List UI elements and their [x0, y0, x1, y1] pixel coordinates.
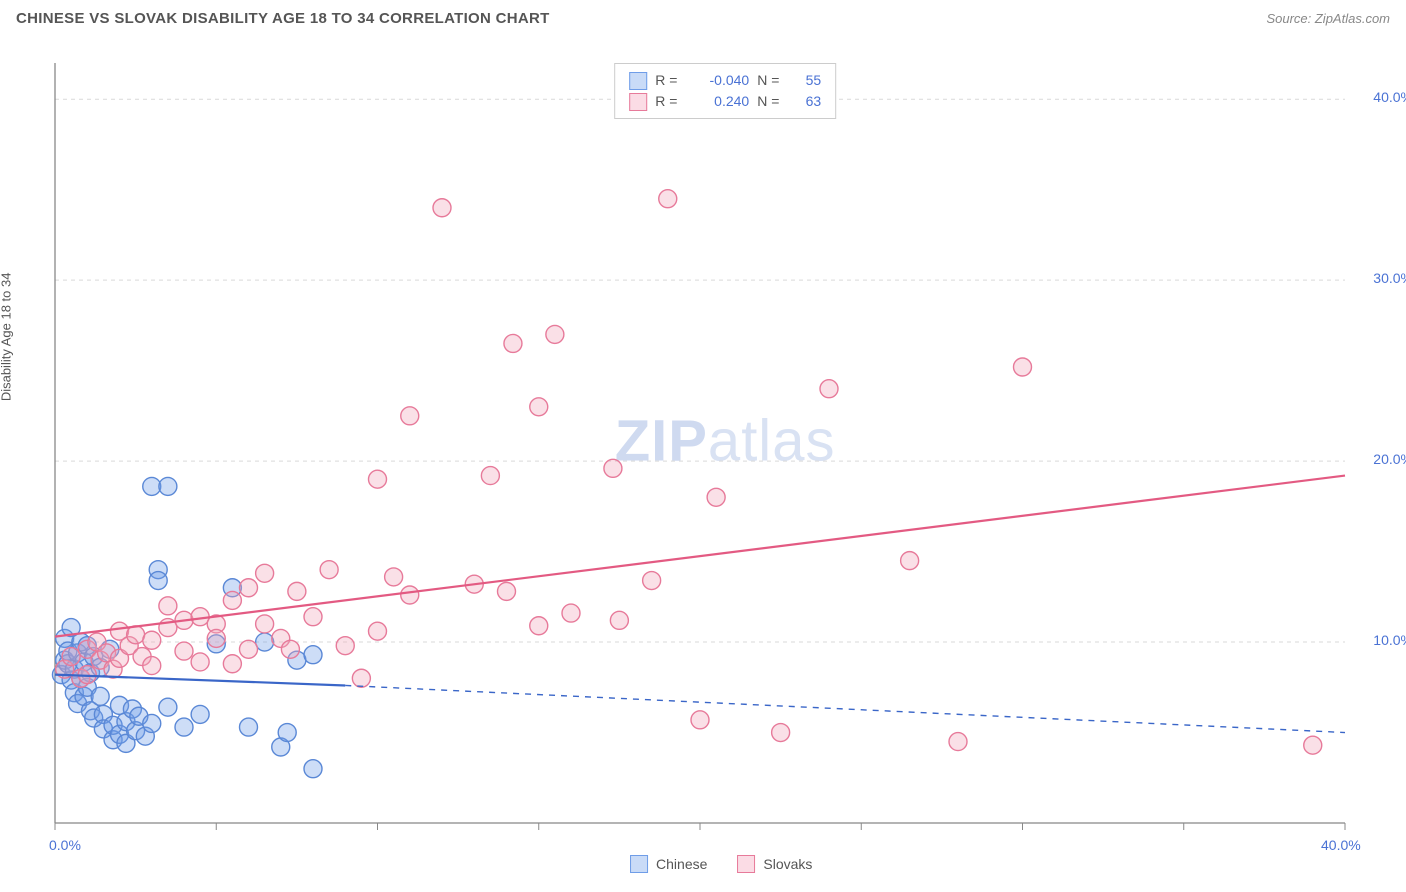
legend-swatch — [737, 855, 755, 873]
legend-n-value: 55 — [791, 70, 821, 91]
legend-r-value: 0.240 — [689, 91, 749, 112]
legend-item: Chinese — [630, 855, 707, 873]
x-tick-label: 40.0% — [1321, 837, 1361, 853]
legend-swatch — [630, 855, 648, 873]
chart-area: Disability Age 18 to 34 ZIPatlas R = -0.… — [0, 33, 1406, 883]
legend-r-value: -0.040 — [689, 70, 749, 91]
scatter-plot — [0, 33, 1406, 883]
legend-swatch — [629, 72, 647, 90]
chart-header: CHINESE VS SLOVAK DISABILITY AGE 18 TO 3… — [0, 0, 1406, 33]
legend-row: R = -0.040 N = 55 — [629, 70, 821, 91]
legend-series-label: Slovaks — [763, 856, 812, 872]
legend-n-value: 63 — [791, 91, 821, 112]
y-tick-label: 30.0% — [1353, 270, 1406, 286]
legend-item: Slovaks — [737, 855, 812, 873]
legend-swatch — [629, 93, 647, 111]
y-tick-label: 40.0% — [1353, 89, 1406, 105]
y-tick-label: 20.0% — [1353, 451, 1406, 467]
legend-series-label: Chinese — [656, 856, 707, 872]
legend-series: Chinese Slovaks — [630, 855, 812, 873]
x-tick-label: 0.0% — [49, 837, 81, 853]
legend-correlation: R = -0.040 N = 55 R = 0.240 N = 63 — [614, 63, 836, 119]
chart-source: Source: ZipAtlas.com — [1266, 11, 1390, 26]
y-tick-label: 10.0% — [1353, 632, 1406, 648]
legend-n-label: N = — [757, 70, 783, 91]
chart-title: CHINESE VS SLOVAK DISABILITY AGE 18 TO 3… — [16, 10, 550, 27]
legend-n-label: N = — [757, 91, 783, 112]
legend-row: R = 0.240 N = 63 — [629, 91, 821, 112]
legend-r-label: R = — [655, 70, 681, 91]
legend-r-label: R = — [655, 91, 681, 112]
